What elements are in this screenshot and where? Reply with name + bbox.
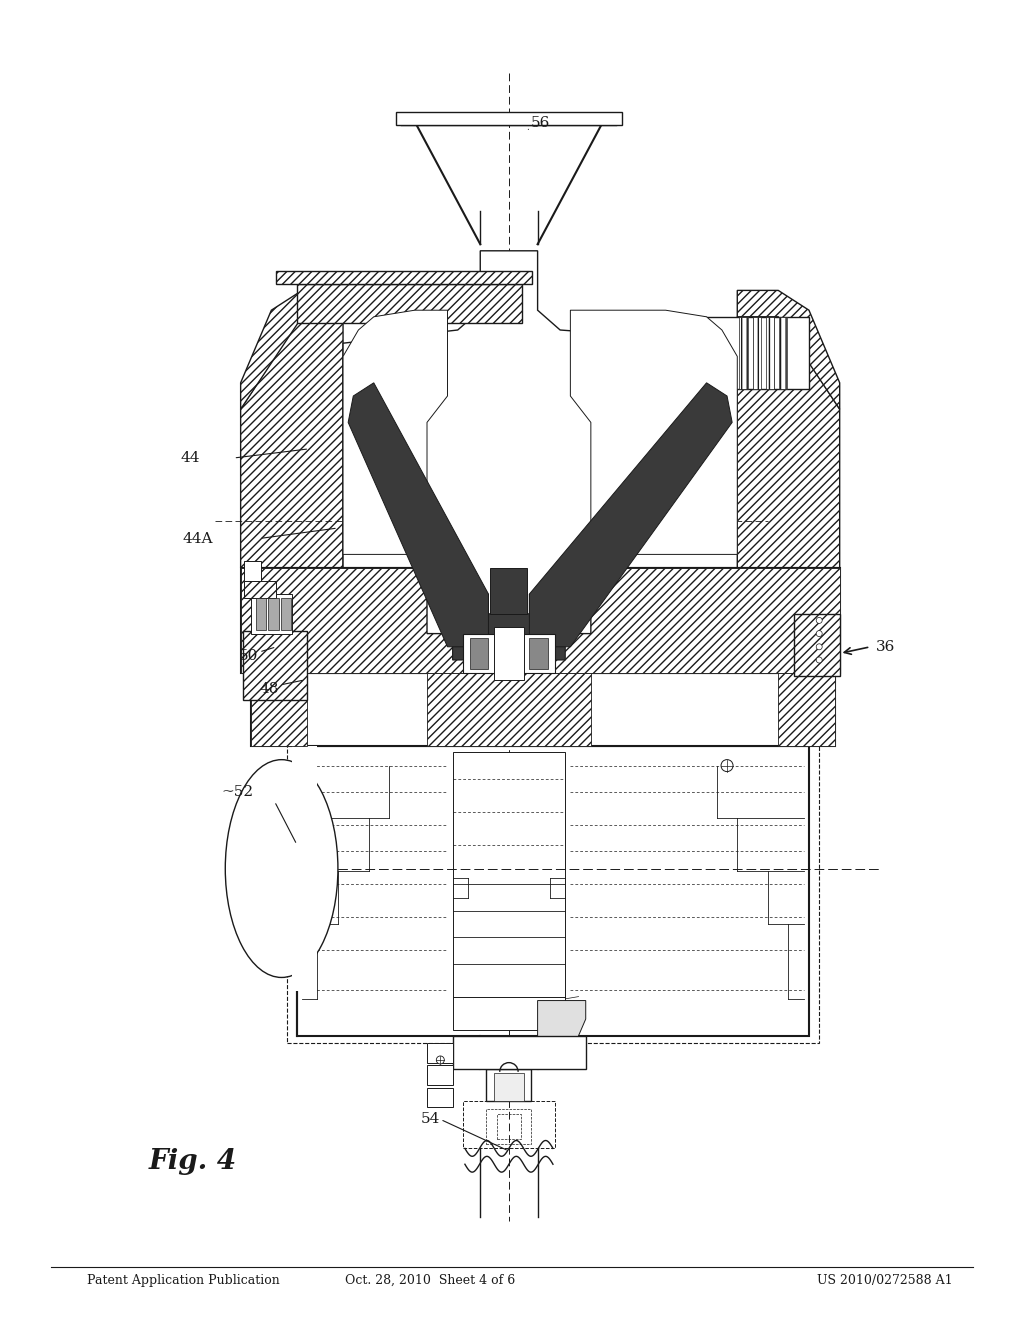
Polygon shape [737, 290, 840, 409]
Bar [427, 1065, 453, 1085]
Polygon shape [241, 568, 840, 673]
Bar [463, 634, 555, 673]
Bar [676, 317, 809, 389]
Text: Oct. 28, 2010  Sheet 4 of 6: Oct. 28, 2010 Sheet 4 of 6 [345, 1274, 515, 1287]
Bar [256, 598, 266, 630]
Bar [470, 638, 488, 669]
Bar [244, 561, 261, 581]
Polygon shape [529, 383, 732, 647]
Text: 50: 50 [239, 649, 258, 663]
Polygon shape [241, 317, 343, 568]
Ellipse shape [225, 760, 338, 977]
Bar [494, 1073, 524, 1101]
Text: 54: 54 [421, 1113, 440, 1126]
Text: ~52: ~52 [222, 785, 254, 799]
Circle shape [436, 1056, 444, 1064]
Circle shape [816, 618, 822, 623]
Bar [779, 317, 787, 389]
Bar [753, 317, 761, 389]
Bar [276, 271, 532, 284]
Bar [453, 1036, 586, 1069]
Bar [529, 638, 548, 669]
Bar [297, 284, 522, 323]
Text: 44A: 44A [182, 532, 213, 545]
Bar [463, 1101, 555, 1148]
Bar [281, 598, 291, 630]
Polygon shape [251, 673, 307, 746]
Bar [486, 1109, 531, 1144]
Bar [292, 747, 317, 990]
Circle shape [816, 644, 822, 649]
Polygon shape [241, 290, 343, 409]
Polygon shape [453, 594, 565, 660]
Text: 44: 44 [180, 451, 200, 465]
Bar [766, 317, 774, 389]
Text: 56: 56 [530, 116, 550, 129]
Circle shape [816, 657, 822, 663]
Bar [794, 614, 840, 676]
Polygon shape [538, 1001, 586, 1056]
Bar [494, 627, 524, 680]
Bar [244, 581, 276, 598]
Bar [268, 598, 279, 630]
Polygon shape [737, 317, 840, 568]
Bar [396, 112, 622, 125]
Polygon shape [490, 568, 527, 614]
Bar [243, 631, 307, 700]
Polygon shape [343, 310, 447, 554]
Bar [241, 568, 840, 673]
Text: Fig. 4: Fig. 4 [148, 1148, 237, 1175]
Circle shape [721, 759, 733, 772]
Polygon shape [427, 673, 591, 746]
Polygon shape [343, 251, 737, 634]
Bar [251, 594, 292, 634]
Text: 48: 48 [259, 682, 279, 696]
Bar [453, 752, 565, 1030]
Bar [739, 317, 748, 389]
Polygon shape [570, 310, 737, 554]
Bar [251, 673, 835, 746]
Bar [287, 739, 819, 1043]
Circle shape [816, 631, 822, 636]
Polygon shape [778, 673, 835, 746]
Text: US 2010/0272588 A1: US 2010/0272588 A1 [817, 1274, 952, 1287]
Text: 36: 36 [876, 640, 895, 653]
Text: Patent Application Publication: Patent Application Publication [87, 1274, 280, 1287]
Bar [486, 1069, 531, 1101]
Polygon shape [348, 383, 488, 647]
Bar [427, 1043, 453, 1063]
Bar [497, 1114, 521, 1139]
Bar [297, 746, 809, 1036]
Bar [427, 1088, 453, 1107]
